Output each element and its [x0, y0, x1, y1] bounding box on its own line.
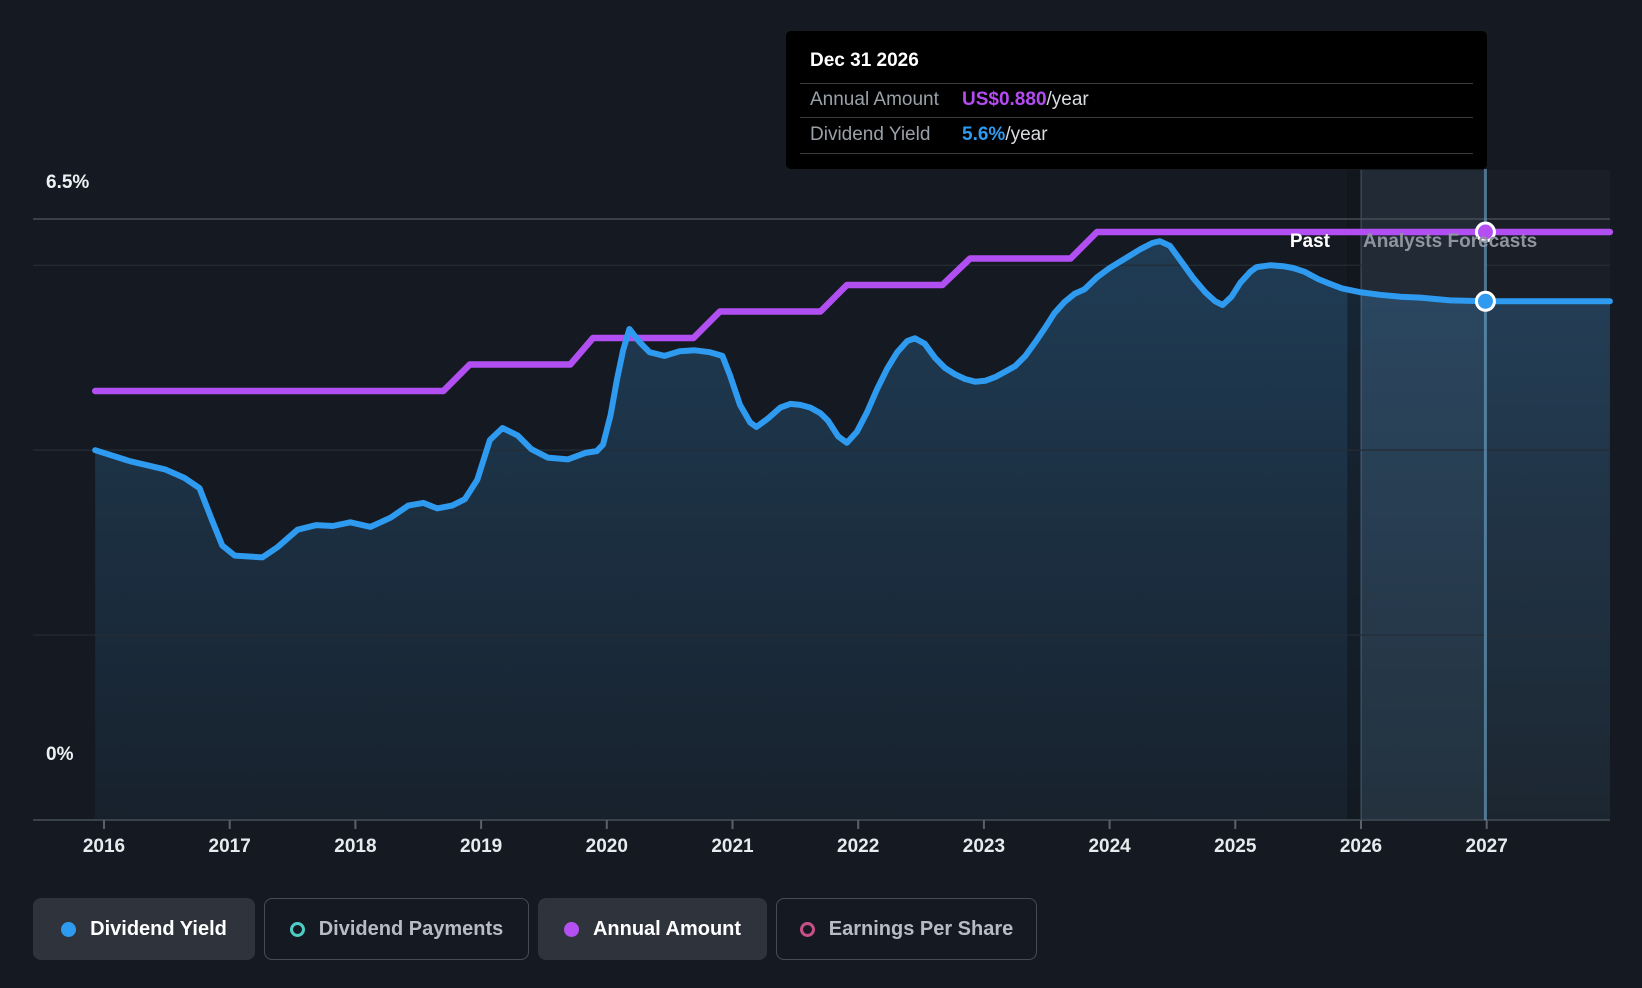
tooltip-row-label: Dividend Yield	[810, 124, 931, 145]
x-tick-label: 2021	[711, 836, 754, 857]
x-tick-label: 2024	[1088, 836, 1131, 857]
annual-amount-dot-icon	[563, 921, 579, 937]
tooltip-row-value: US$0.880	[962, 89, 1047, 110]
tooltip-divider	[800, 117, 1473, 118]
tooltip-row-annual-amount: Annual Amount US$0.880/year	[810, 89, 1473, 113]
past-forecast-divider	[1347, 170, 1361, 820]
dividend-payments-ring-icon	[289, 921, 305, 937]
legend-label: Dividend Payments	[318, 917, 504, 940]
dividend-yield-area	[95, 241, 1611, 820]
x-tick-label: 2023	[963, 836, 1005, 857]
past-label: Past	[1289, 231, 1330, 252]
legend-item-dividend-yield[interactable]: Dividend Yield	[33, 898, 255, 960]
legend-item-annual-amount[interactable]: Annual Amount	[538, 898, 767, 960]
x-tick-label: 2019	[460, 836, 502, 857]
y-axis-label-zero: 0%	[46, 744, 74, 765]
chart-tooltip: Dec 31 2026 Annual Amount US$0.880/year …	[786, 31, 1487, 169]
legend-item-dividend-payments[interactable]: Dividend Payments	[264, 898, 529, 960]
dividend-yield-marker-dot[interactable]	[1474, 290, 1496, 312]
y-axis-label-max: 6.5%	[46, 172, 90, 193]
hovered-year-band	[1361, 170, 1486, 820]
tooltip-row-dividend-yield: Dividend Yield 5.6%/year	[810, 124, 1473, 148]
x-tick-label: 2027	[1466, 836, 1508, 857]
x-tick-label: 2017	[209, 836, 251, 857]
dividend-yield-line	[92, 238, 1613, 561]
legend: Dividend Yield Dividend Payments Annual …	[33, 898, 1037, 960]
tooltip-date: Dec 31 2026	[810, 50, 919, 71]
legend-label: Annual Amount	[592, 917, 742, 940]
tooltip-row-value: 5.6%	[962, 124, 1006, 145]
legend-label: Dividend Yield	[90, 917, 227, 940]
dividend-yield-dot-icon	[61, 921, 77, 937]
analysts-forecasts-label: Analysts Forecasts	[1363, 231, 1538, 252]
tooltip-row-suffix: /year	[1046, 89, 1089, 110]
tooltip-divider	[800, 83, 1473, 84]
legend-item-earnings-per-share[interactable]: Earnings Per Share	[776, 898, 1037, 960]
earnings-per-share-ring-icon	[799, 921, 815, 937]
tooltip-divider	[800, 153, 1473, 154]
x-tick-label: 2016	[83, 836, 125, 857]
x-tick-label: 2018	[334, 836, 376, 857]
x-tick-label: 2025	[1214, 836, 1257, 857]
annual-amount-marker-dot[interactable]	[1474, 221, 1496, 243]
x-tick-label: 2026	[1340, 836, 1382, 857]
annual-amount-line	[91, 228, 1614, 395]
legend-label: Earnings Per Share	[828, 917, 1014, 940]
x-tick-label: 2022	[837, 836, 879, 857]
tooltip-row-label: Annual Amount	[810, 89, 939, 110]
tooltip-row-suffix: /year	[1005, 124, 1048, 145]
x-tick-label: 2020	[586, 836, 628, 857]
